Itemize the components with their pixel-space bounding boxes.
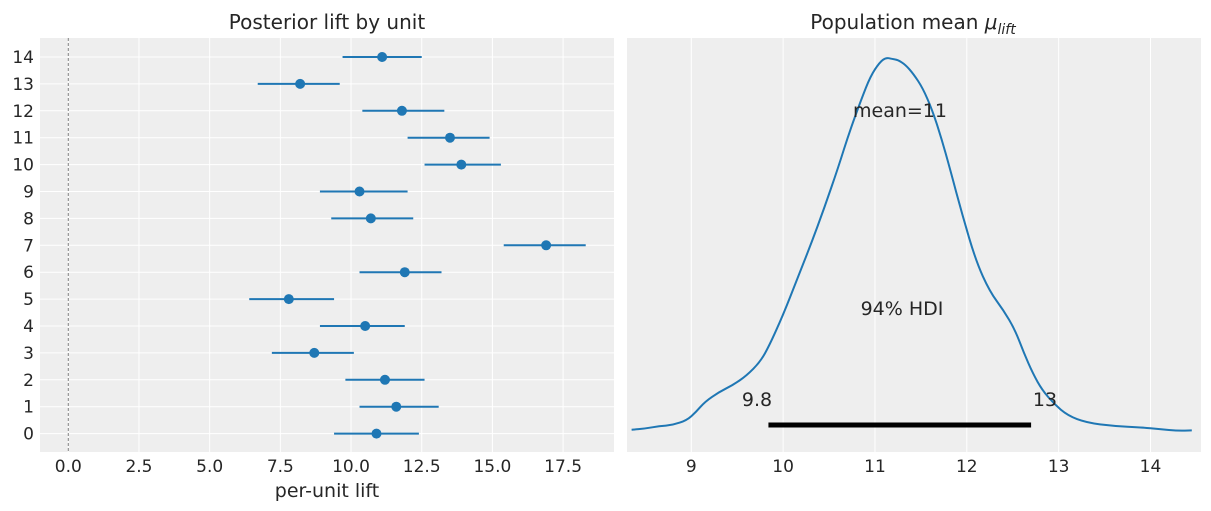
lift-tick-labels: 0.0 2.5 5.0 7.5 10.0 12.5 15.0 17.5	[55, 457, 582, 477]
density-plot-background	[627, 38, 1201, 452]
forest-plot-intervals	[249, 52, 586, 439]
mean-annotation: mean=11	[853, 100, 947, 122]
unit-tick-label: 2	[23, 371, 34, 391]
unit-1-mean-point	[391, 401, 402, 412]
unit-2-mean-point	[379, 374, 390, 385]
lift-tick-label: 15.0	[473, 457, 511, 477]
unit-tick-label: 7	[23, 236, 34, 256]
density-tick-label: 9	[686, 457, 697, 477]
hdi-upper-label: 13	[1033, 389, 1057, 411]
unit-5-mean-point	[283, 294, 294, 305]
hdi-lower-label: 9.8	[742, 389, 772, 411]
density-plot-title: Population mean μlift	[810, 10, 1016, 38]
density-tick-label: 12	[956, 457, 978, 477]
unit-11-mean-point	[445, 132, 455, 143]
density-tick-label: 13	[1048, 457, 1070, 477]
unit-tick-label: 12	[12, 102, 34, 122]
unit-12-mean-point	[396, 105, 407, 116]
lift-tick-label: 17.5	[544, 457, 582, 477]
lift-tick-label: 5.0	[196, 457, 223, 477]
unit-0-mean-point	[371, 428, 382, 439]
unit-tick-label: 11	[12, 129, 34, 149]
unit-7-mean-point	[541, 240, 552, 251]
title-symbol: μ	[984, 10, 998, 34]
unit-tick-label: 9	[23, 183, 34, 203]
unit-tick-label: 6	[23, 263, 34, 283]
density-tick-label: 11	[864, 457, 886, 477]
unit-tick-label: 0	[23, 425, 34, 445]
unit-3-mean-point	[309, 347, 320, 358]
unit-14-mean-point	[377, 52, 388, 62]
unit-10-mean-point	[456, 159, 467, 170]
density-tick-label: 10	[772, 457, 794, 477]
unit-tick-label: 14	[12, 48, 34, 68]
forest-plot-title: Posterior lift by unit	[229, 10, 426, 34]
unit-tick-label: 4	[23, 317, 34, 337]
lift-tick-label: 12.5	[403, 457, 441, 477]
density-tick-labels: 9 10 11 12 13 14	[686, 457, 1161, 477]
density-tick-label: 14	[1140, 457, 1162, 477]
unit-6-mean-point	[399, 267, 410, 278]
unit-tick-label: 8	[23, 209, 34, 229]
hdi-annotation: 94% HDI	[861, 298, 944, 320]
lift-tick-label: 10.0	[332, 457, 370, 477]
unit-13-mean-point	[295, 78, 306, 89]
forest-plot-x-axis-label: per-unit lift	[275, 480, 379, 502]
lift-tick-label: 7.5	[267, 457, 294, 477]
title-subscript: lift	[998, 22, 1017, 38]
unit-tick-label: 1	[23, 398, 34, 418]
density-plot-grid	[690, 38, 1151, 452]
unit-tick-label: 13	[12, 75, 34, 95]
unit-tick-label: 10	[12, 156, 34, 176]
unit-4-mean-point	[360, 321, 371, 331]
title-text: Population mean	[810, 10, 985, 34]
density-curve	[631, 57, 1192, 432]
unit-9-mean-point	[354, 186, 365, 197]
unit-tick-label: 5	[23, 290, 34, 310]
lift-tick-label: 2.5	[125, 457, 152, 477]
density-plot-panel: 9 10 11 12 13 14 Population mean μlift mean=1…	[627, 10, 1201, 477]
lift-tick-label: 0.0	[55, 457, 82, 477]
unit-tick-label: 3	[23, 344, 34, 364]
unit-8-mean-point	[365, 213, 376, 224]
